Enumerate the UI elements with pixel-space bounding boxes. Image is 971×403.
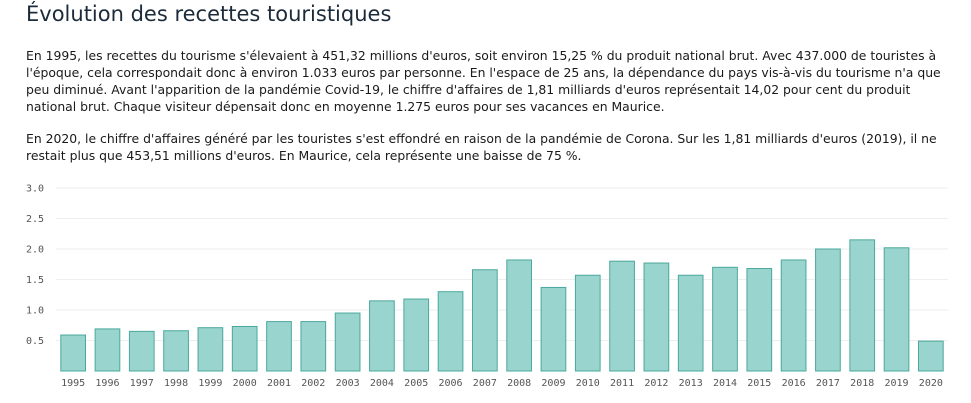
bar-2011[interactable]: [609, 260, 635, 372]
x-tick-label: 2019: [884, 378, 908, 389]
x-tick-label: 2001: [267, 378, 291, 389]
y-axis-ticks: 0.5 1.0 1.5 2.0 2.5 3.0: [26, 184, 44, 348]
x-tick-label: 2000: [233, 378, 257, 389]
x-tick-label: 1997: [130, 378, 154, 389]
x-tick-label: 1996: [95, 378, 119, 389]
x-tick-label: 2008: [507, 378, 531, 389]
y-tick-label: 1.0: [26, 306, 44, 317]
x-tick-label: 2005: [404, 378, 428, 389]
x-tick-label: 2003: [336, 378, 360, 389]
bar-2006[interactable]: [437, 291, 464, 372]
x-tick-label: 2014: [713, 378, 737, 389]
x-tick-label: 2012: [644, 378, 668, 389]
bar-2013[interactable]: [677, 274, 704, 372]
bar-1995[interactable]: [60, 334, 87, 372]
bar-2007[interactable]: [471, 269, 498, 372]
x-tick-label: 2007: [473, 378, 497, 389]
bar-1996[interactable]: [94, 328, 121, 372]
y-tick-label: 2.5: [26, 214, 44, 225]
x-tick-label: 2020: [919, 378, 943, 389]
x-tick-label: 1998: [164, 378, 188, 389]
y-tick-label: 1.5: [26, 275, 44, 286]
x-axis-ticks: 1995 1996 1997 1998 1999 2000 2001 2002 2003 2004…: [61, 378, 943, 389]
bar-2010[interactable]: [574, 274, 601, 372]
x-tick-label: 2002: [301, 378, 325, 389]
bar-2016[interactable]: [780, 259, 807, 372]
x-tick-label: 2009: [541, 378, 565, 389]
tourism-revenue-bar-chart: 0.5 1.0 1.5 2.0 2.5 3.0 1995 1996 1997 1998 1999 2…: [26, 184, 948, 389]
x-tick-label: 2013: [679, 378, 703, 389]
bar-2020[interactable]: [917, 340, 944, 372]
covid-paragraph: En 2020, le chiffre d'affaires généré pa…: [26, 131, 937, 163]
bar-2017[interactable]: [815, 248, 841, 372]
x-tick-label: 2015: [747, 378, 771, 389]
bar-2012[interactable]: [643, 262, 670, 372]
bar-2005[interactable]: [403, 298, 430, 372]
bar-2015[interactable]: [746, 268, 773, 372]
x-tick-label: 1999: [198, 378, 222, 389]
x-tick-label: 2006: [438, 378, 462, 389]
bar-1999[interactable]: [197, 327, 224, 372]
y-tick-label: 2.0: [26, 245, 44, 256]
bars: [60, 239, 944, 372]
x-tick-label: 2017: [816, 378, 840, 389]
x-tick-label: 2016: [782, 378, 806, 389]
x-tick-label: 1995: [61, 378, 85, 389]
y-tick-label: 3.0: [26, 184, 44, 195]
bar-2019[interactable]: [883, 247, 910, 372]
bar-2001[interactable]: [266, 321, 292, 372]
bar-2004[interactable]: [369, 300, 395, 372]
page-title: Évolution des recettes touristiques: [26, 2, 392, 26]
x-tick-label: 2018: [850, 378, 874, 389]
bar-2002[interactable]: [300, 321, 327, 372]
bar-1998[interactable]: [163, 330, 189, 372]
bar-2009[interactable]: [540, 286, 567, 372]
bar-2014[interactable]: [712, 266, 738, 372]
x-tick-label: 2011: [610, 378, 634, 389]
bar-1997[interactable]: [128, 330, 155, 372]
y-tick-label: 0.5: [26, 336, 44, 347]
intro-paragraph: En 1995, les recettes du tourisme s'élev…: [26, 48, 941, 114]
x-tick-label: 2010: [576, 378, 600, 389]
bar-2003[interactable]: [334, 312, 361, 372]
bar-2018[interactable]: [849, 239, 876, 372]
x-tick-label: 2004: [370, 378, 394, 389]
bar-2000[interactable]: [231, 325, 258, 372]
bar-2008[interactable]: [506, 259, 533, 372]
grid-lines: [56, 187, 948, 341]
